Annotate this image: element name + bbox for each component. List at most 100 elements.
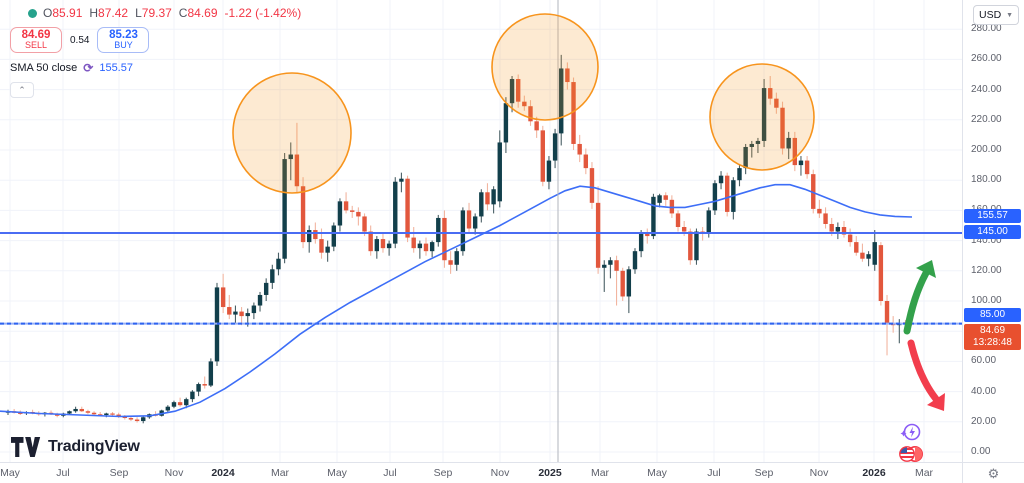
legend-collapse-button[interactable]: ⌃ [10, 82, 34, 98]
candle-body [313, 230, 318, 240]
candle-body [872, 242, 877, 265]
candle-body [190, 391, 195, 400]
candle-body [571, 82, 576, 144]
hline-145-badge: 145.00 [964, 225, 1021, 240]
candle-body [485, 192, 490, 205]
time-tick-label: Sep [754, 467, 774, 479]
candle-body [79, 408, 84, 412]
candle-body [399, 178, 404, 182]
highlight-circle[interactable] [709, 63, 815, 171]
candle-body [448, 260, 453, 265]
candle-body [694, 231, 699, 261]
candle-body [116, 414, 121, 417]
candle-body [565, 68, 570, 83]
candle-body [497, 142, 502, 202]
chevron-down-icon: ▼ [1006, 11, 1013, 19]
sma50-line[interactable] [0, 183, 913, 418]
candle-body [712, 183, 718, 211]
sync-icon: ⟳ [83, 61, 94, 75]
candle-body [257, 294, 263, 306]
currency-selector[interactable]: USD ▼ [973, 5, 1019, 25]
candle-body [509, 79, 515, 104]
time-tick-label: May [0, 467, 20, 479]
time-tick-label: 2024 [211, 467, 235, 479]
candle-body [595, 202, 601, 268]
candle-body [657, 195, 662, 203]
up-arrow-head [916, 260, 936, 278]
buy-button[interactable]: 85.23 BUY [97, 27, 150, 53]
candle-body [67, 411, 72, 414]
candle-body [528, 106, 533, 122]
candle-body [472, 216, 478, 229]
candle-body [300, 186, 306, 243]
candle-body [196, 384, 201, 392]
candle-body [645, 233, 650, 237]
candle-body [583, 154, 589, 169]
candle-body [251, 305, 257, 314]
candle-body [681, 227, 687, 232]
candle-body [128, 418, 134, 420]
time-tick-label: Jul [56, 467, 70, 479]
candle-body [282, 159, 287, 259]
candle-body [73, 408, 78, 412]
candle-body [411, 237, 416, 249]
candle-body [829, 223, 834, 232]
time-tick-label: Nov [809, 467, 829, 479]
ohlc-values: O85.91 H87.42 L79.37 C84.69 -1.22 (-1.42… [43, 6, 302, 20]
time-scale[interactable]: May Jul Sep Nov 2024 Mar May Jul Sep Nov 2025 Mar Ma… [0, 462, 962, 483]
candle-body [405, 178, 410, 238]
up-arrow[interactable] [903, 269, 930, 335]
candle-body [134, 419, 140, 422]
price-scale[interactable]: USD ▼ 280.00 260.00 240.00 220.00 200.00 180.… [962, 0, 1024, 462]
currency-flags-icon[interactable] [898, 445, 924, 463]
candle-body [724, 175, 730, 212]
candle-body [98, 414, 103, 416]
time-tick-label: May [327, 467, 347, 479]
candle-body [811, 174, 816, 209]
spread-value: 0.54 [70, 34, 90, 46]
candle-body [768, 88, 773, 99]
time-tick-label: Nov [490, 467, 510, 479]
gear-icon[interactable]: ⚙ [987, 465, 1000, 481]
chart-plot-area[interactable]: O85.91 H87.42 L79.37 C84.69 -1.22 (-1.42… [0, 0, 962, 462]
candle-body [780, 107, 785, 149]
candle-body [706, 210, 711, 234]
candle-body [577, 143, 582, 155]
price-tick-label: 280.00 [971, 23, 1002, 35]
candle-body [589, 168, 595, 203]
down-arrow[interactable] [907, 339, 940, 403]
candle-body [792, 137, 798, 166]
sell-button[interactable]: 84.69 SELL [10, 27, 62, 53]
highlight-circle[interactable] [491, 13, 599, 121]
candle-body [307, 230, 312, 243]
candle-body [393, 181, 398, 244]
time-tick-label: Jul [383, 467, 397, 479]
time-tick-label: Nov [164, 467, 184, 479]
time-tick-label: 2025 [538, 467, 562, 479]
candle-body [534, 121, 539, 131]
candle-body [319, 239, 324, 253]
ai-bolt-icon[interactable] [899, 422, 923, 442]
candle-body [552, 133, 558, 161]
candle-body [331, 225, 336, 247]
candle-body [540, 130, 545, 182]
candle-body [841, 227, 847, 235]
time-tick-label: May [647, 467, 667, 479]
candle-body [122, 416, 127, 419]
candle-body [429, 242, 435, 252]
highlight-circle[interactable] [232, 72, 352, 194]
sma-value-badge: 155.57 [964, 209, 1021, 224]
candle-body [227, 307, 232, 315]
candle-body [417, 243, 423, 249]
indicator-legend-sma50[interactable]: SMA 50 close ⟳ 155.57 [10, 61, 133, 75]
hline-85-badge: 85.00 [964, 307, 1021, 322]
candle-body [362, 216, 367, 232]
candle-body [860, 252, 865, 259]
candle-body [466, 210, 472, 229]
candle-body [91, 412, 97, 415]
tradingview-logo[interactable]: TradingView [11, 436, 140, 458]
candlestick-chart[interactable] [0, 0, 962, 462]
candle-body [141, 417, 146, 422]
series-toggle-dot[interactable] [28, 8, 37, 18]
